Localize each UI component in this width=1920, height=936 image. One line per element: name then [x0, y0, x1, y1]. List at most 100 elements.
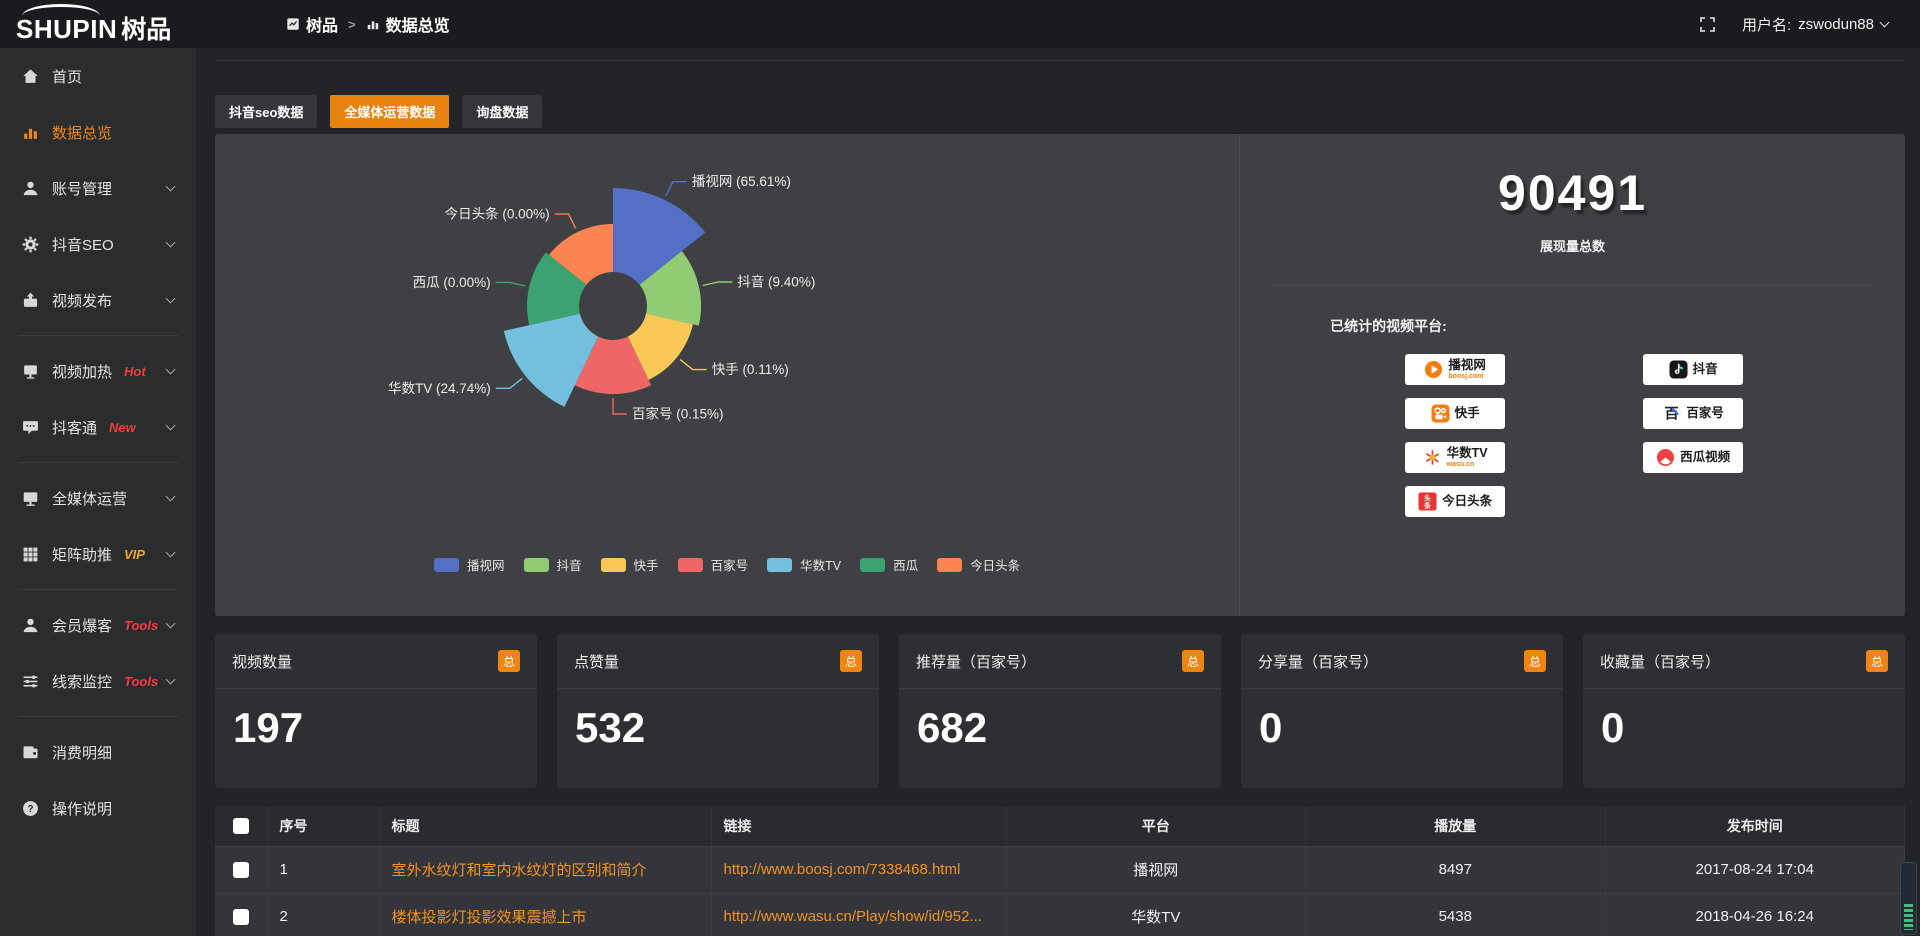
sidebar-divider [18, 335, 178, 336]
sidebar-item-7[interactable]: 全媒体运营 [0, 470, 196, 526]
platform-badge-6: 头条今日头条 [1405, 486, 1506, 517]
breadcrumb-separator: > [348, 16, 356, 32]
pie-slice-4[interactable] [503, 313, 599, 407]
sidebar-item-12[interactable]: ? 操作说明 [0, 780, 196, 836]
chevron-down-icon [1879, 17, 1890, 27]
sidebar-item-label: 视频加热 [52, 363, 113, 381]
chart-icon [22, 124, 39, 141]
display-icon [22, 363, 39, 380]
stat-card-value: 0 [1601, 704, 1625, 751]
pie-slice-3[interactable] [574, 336, 652, 395]
breadcrumb-current[interactable]: 数据总览 [366, 12, 450, 36]
video-title-link[interactable]: 室外水纹灯和室内水纹灯的区别和简介 [391, 862, 647, 879]
floating-widget[interactable] [1900, 862, 1917, 935]
legend-item-1[interactable]: 抖音 [523, 555, 582, 574]
sidebar-item-2[interactable]: 账号管理 [0, 160, 196, 216]
sidebar-item-1-active[interactable]: 数据总览 [0, 104, 196, 160]
app-square-icon [286, 17, 300, 31]
column-header-2: 链接 [711, 806, 1007, 846]
stat-card-value: 682 [917, 704, 988, 751]
chevron-down-icon [165, 674, 176, 685]
toutiao-logo: 头条 [1418, 492, 1437, 511]
sidebar-item-badge: VIP [124, 546, 145, 562]
platform-name: 今日头条 [1442, 494, 1493, 509]
sidebar-item-6[interactable]: 抖客通 New [0, 399, 196, 455]
sidebar-item-badge: Tools [124, 673, 159, 689]
logo-suffix: 树品 [121, 16, 172, 44]
xigua-logo [1656, 448, 1675, 467]
chevron-down-icon [165, 420, 176, 431]
tab-1-active[interactable]: 全媒体运营数据 [330, 95, 450, 128]
sidebar-item-4[interactable]: 视频发布 [0, 272, 196, 328]
sidebar-item-0[interactable]: 首页 [0, 48, 196, 104]
bar-chart-icon [366, 17, 380, 31]
tab-0[interactable]: 抖音seo数据 [215, 95, 318, 128]
stat-cards: 视频数量总 197 点赞量总 532 推荐量（百家号）总 682 分享量（百家号）总 0 收藏量… [215, 634, 1905, 788]
pie-slice-6[interactable] [548, 224, 613, 285]
legend-swatch [937, 557, 963, 572]
legend-item-6[interactable]: 今日头条 [937, 555, 1020, 574]
legend-item-4[interactable]: 华数TV [767, 555, 841, 574]
breadcrumb-root[interactable]: 树品 [286, 12, 338, 36]
chevron-down-icon [165, 364, 176, 375]
sidebar-item-11[interactable]: 消费明细 [0, 724, 196, 780]
video-data-table: 序号 标题 链接 平台 播放量 发布时间 1 室外水纹灯和室内水纹灯的区别和简介 http://… [215, 806, 1905, 936]
legend-item-2[interactable]: 快手 [600, 555, 659, 574]
stat-card-4: 收藏量（百家号） 总 0 [1583, 634, 1905, 788]
legend-swatch [600, 557, 626, 572]
sidebar-item-badge: New [109, 419, 136, 435]
chevron-down-icon [165, 618, 176, 629]
chart-legend: 播视网 抖音 快手 百家号 华数TV 西瓜 今日头条 [215, 555, 1239, 574]
video-title-link[interactable]: 楼体投影灯投影效果震撼上市 [391, 909, 587, 926]
sidebar-item-8[interactable]: 矩阵助推 VIP [0, 526, 196, 582]
sidebar-item-5[interactable]: 视频加热 Hot [0, 343, 196, 399]
sidebar-item-9[interactable]: 会员爆客 Tools [0, 597, 196, 653]
platform-name: 百家号 [1686, 406, 1724, 421]
column-header-3: 平台 [1006, 806, 1306, 846]
pie-label-4: 华数TV (24.74%) [388, 381, 491, 396]
pie-label-6: 今日头条 (0.00%) [445, 206, 550, 222]
row-checkbox[interactable] [232, 909, 249, 926]
fullscreen-icon[interactable] [1699, 16, 1716, 33]
legend-item-5[interactable]: 西瓜 [860, 555, 918, 574]
pie-slice-2[interactable] [627, 313, 693, 380]
row-checkbox[interactable] [232, 862, 249, 879]
sidebar-item-label: 消费明细 [52, 744, 113, 762]
main-content: 抖音seo数据 全媒体运营数据 询盘数据 播视网 (65.61%) 抖音 (9.40%… [196, 48, 1920, 936]
legend-label: 抖音 [556, 559, 582, 573]
sidebar-item-10[interactable]: 线索监控 Tools [0, 653, 196, 709]
pie-slice-0[interactable] [613, 187, 706, 285]
legend-label: 华数TV [800, 559, 842, 573]
pie-label-line-4 [495, 377, 523, 390]
sidebar-item-label: 线索监控 [52, 673, 113, 691]
user-icon [22, 180, 39, 197]
video-url-link[interactable]: http://www.boosj.com/7338468.html [723, 861, 961, 878]
legend-label: 百家号 [710, 559, 749, 573]
sidebar-item-3[interactable]: 抖音SEO [0, 216, 196, 272]
pie-label-line-2 [679, 359, 707, 371]
platform-name: 播视网 [1448, 358, 1486, 373]
user-menu[interactable]: 用户名: zswodun88 [1742, 14, 1890, 35]
chevron-down-icon [165, 237, 176, 248]
kuaishou-logo [1431, 404, 1450, 423]
select-all-checkbox[interactable] [232, 818, 249, 835]
platform-subtext: boosj.com [1448, 372, 1484, 380]
legend-item-3[interactable]: 百家号 [677, 555, 749, 574]
video-url-link[interactable]: http://www.wasu.cn/Play/show/id/952... [723, 908, 982, 925]
stat-card-label: 推荐量（百家号） [916, 653, 1037, 671]
platform-name: 华数TV [1446, 446, 1488, 461]
sidebar: 首页 数据总览 账号管理 抖音SEO 视频发布视频加热 Hot 抖客通 New 全媒体运营 矩阵助… [0, 48, 196, 936]
pie-label-3: 百家号 (0.15%) [632, 406, 724, 422]
platform-badge-2: 快手 [1405, 398, 1506, 429]
platform-subtext: wasu.cn [1446, 460, 1475, 468]
pie-slice-1[interactable] [639, 251, 702, 326]
legend-item-0[interactable]: 播视网 [434, 555, 505, 574]
stat-card-value: 0 [1259, 704, 1283, 751]
stat-card-1: 点赞量 总 532 [557, 634, 879, 788]
tab-2[interactable]: 询盘数据 [462, 95, 543, 128]
pie-slice-5[interactable] [527, 252, 587, 326]
stat-card-value: 197 [233, 704, 304, 751]
gear-icon [22, 236, 39, 253]
total-badge: 总 [498, 650, 520, 672]
cell-time: 2018-04-26 16:24 [1605, 892, 1905, 936]
